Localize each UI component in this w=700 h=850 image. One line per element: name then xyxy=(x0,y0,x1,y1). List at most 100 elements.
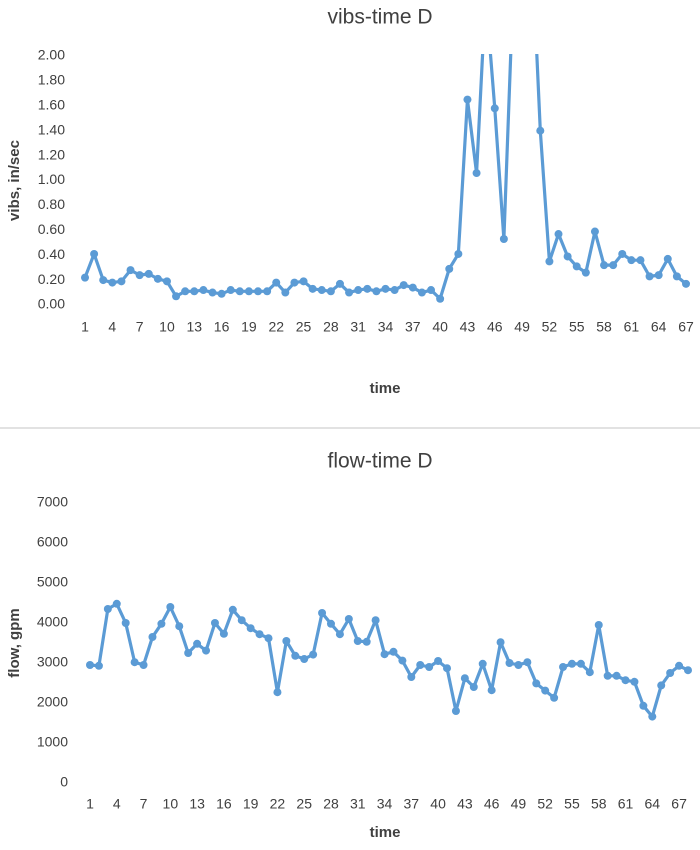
marker xyxy=(618,249,627,258)
marker xyxy=(144,269,153,278)
marker xyxy=(190,287,199,296)
marker xyxy=(208,288,217,297)
marker xyxy=(639,701,648,710)
x-tick-label: 16 xyxy=(216,796,232,812)
x-tick-label: 46 xyxy=(487,319,503,335)
marker xyxy=(135,271,144,280)
x-axis-label: time xyxy=(370,380,401,397)
marker xyxy=(581,268,590,277)
x-tick-label: 22 xyxy=(268,319,284,335)
marker xyxy=(648,712,657,721)
x-tick-label: 7 xyxy=(140,796,148,812)
y-axis-label: vibs, in/sec xyxy=(6,140,23,221)
marker xyxy=(86,661,94,669)
marker xyxy=(353,637,362,645)
marker xyxy=(237,616,246,625)
marker xyxy=(300,655,309,663)
marker xyxy=(112,599,121,608)
marker xyxy=(478,659,487,668)
marker xyxy=(514,661,523,669)
x-tick-label: 58 xyxy=(596,319,612,335)
marker xyxy=(436,294,445,303)
x-tick-label: 40 xyxy=(432,319,448,335)
y-tick-label: 1.20 xyxy=(38,146,65,162)
marker xyxy=(612,671,621,680)
marker xyxy=(246,624,255,633)
marker xyxy=(139,661,148,669)
y-axis-label: flow, gpm xyxy=(6,608,23,677)
marker xyxy=(172,292,181,301)
marker xyxy=(636,256,645,265)
marker xyxy=(523,658,532,667)
marker xyxy=(380,650,389,659)
y-tick-label: 0.20 xyxy=(38,271,65,287)
y-tick-label: 1.40 xyxy=(38,121,65,137)
marker xyxy=(663,254,672,263)
marker xyxy=(417,288,426,297)
x-tick-label: 16 xyxy=(214,319,230,335)
marker xyxy=(472,169,481,178)
marker xyxy=(675,661,684,670)
marker xyxy=(226,286,235,295)
marker xyxy=(425,663,434,671)
x-tick-label: 49 xyxy=(511,796,527,812)
x-tick-label: 55 xyxy=(569,319,585,335)
y-tick-label: 7000 xyxy=(37,494,68,510)
marker xyxy=(219,629,228,638)
y-tick-label: 1.80 xyxy=(38,72,65,88)
y-tick-label: 2.00 xyxy=(38,47,65,63)
marker xyxy=(550,693,559,702)
marker xyxy=(600,261,609,270)
marker xyxy=(228,605,237,614)
marker xyxy=(541,686,550,695)
marker xyxy=(235,287,244,296)
marker xyxy=(645,272,654,281)
x-tick-label: 7 xyxy=(136,319,144,335)
marker xyxy=(184,649,193,657)
x-tick-label: 61 xyxy=(624,319,640,335)
x-tick-label: 25 xyxy=(296,319,312,335)
marker xyxy=(153,274,162,283)
marker xyxy=(181,287,190,296)
y-tick-label: 4000 xyxy=(37,614,68,630)
y-tick-label: 3000 xyxy=(37,654,68,670)
marker xyxy=(318,609,327,617)
marker xyxy=(272,278,281,287)
marker xyxy=(463,95,472,104)
x-tick-label: 61 xyxy=(618,796,634,812)
marker xyxy=(193,639,202,648)
x-tick-label: 52 xyxy=(537,796,553,812)
y-tick-label: 1.60 xyxy=(38,97,65,113)
marker xyxy=(657,681,666,690)
x-tick-label: 43 xyxy=(457,796,473,812)
marker xyxy=(148,633,157,641)
marker xyxy=(103,605,112,613)
plot xyxy=(86,599,692,721)
x-tick-label: 4 xyxy=(108,319,116,335)
marker xyxy=(175,622,184,631)
y-tick-label: 0.60 xyxy=(38,221,65,237)
marker xyxy=(590,227,599,236)
marker xyxy=(264,634,273,643)
marker xyxy=(490,104,499,113)
x-tick-label: 46 xyxy=(484,796,500,812)
marker xyxy=(108,278,117,287)
marker xyxy=(554,230,563,239)
marker xyxy=(536,126,545,135)
marker xyxy=(666,669,675,677)
marker xyxy=(202,646,211,655)
marker xyxy=(672,272,681,281)
marker xyxy=(157,619,166,628)
marker xyxy=(381,284,390,293)
y-tick-label: 2000 xyxy=(37,694,68,710)
x-tick-label: 55 xyxy=(564,796,580,812)
marker xyxy=(372,287,381,296)
marker xyxy=(263,287,272,296)
x-tick-label: 64 xyxy=(645,796,661,812)
marker xyxy=(371,616,380,625)
y-tick-label: 0.00 xyxy=(38,296,65,312)
marker xyxy=(363,284,372,293)
marker xyxy=(117,277,126,286)
x-tick-label: 10 xyxy=(163,796,179,812)
